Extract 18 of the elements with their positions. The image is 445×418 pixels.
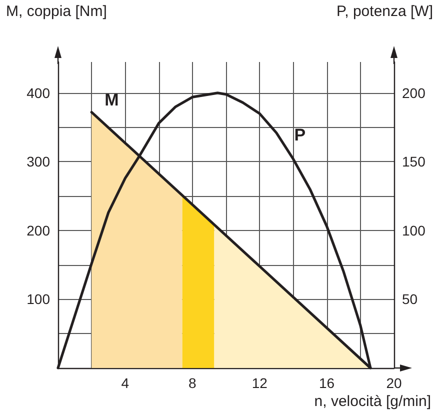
y-tick-label: 100 (26, 291, 50, 308)
y-tick-label: 300 (26, 154, 50, 170)
y2-tick-label: 100 (402, 222, 426, 238)
series-label: P (294, 125, 306, 144)
y2-axis-title: P, potenza [W] (336, 3, 434, 20)
y-axis-title: M, coppia [Nm] (6, 3, 107, 20)
series-label: M (104, 90, 119, 110)
y-tick-label: 400 (26, 84, 50, 101)
y2-tick-label: 200 (402, 84, 426, 101)
y2-tick-label: 50 (402, 291, 418, 308)
x-axis-title: n, velocità [g/min] (314, 393, 431, 410)
y2-tick-label: 150 (402, 154, 426, 170)
x-tick-label: 8 (188, 375, 196, 391)
y-tick-label: 200 (26, 222, 50, 238)
x-tick-label: 12 (252, 375, 268, 391)
x-tick-label: 16 (319, 375, 335, 391)
x-tick-label: 20 (386, 375, 402, 391)
x-tick-label: 4 (121, 375, 130, 391)
